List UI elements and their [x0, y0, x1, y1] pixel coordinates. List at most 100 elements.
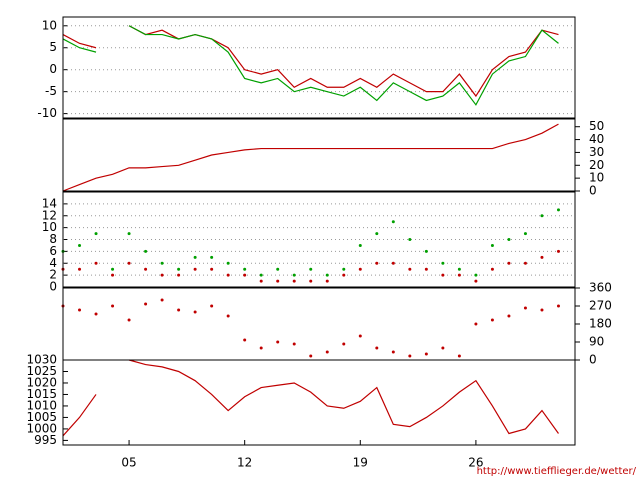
- data-point: [78, 267, 82, 271]
- y-tick-label: 180: [589, 317, 612, 331]
- data-point: [391, 350, 395, 354]
- data-point: [424, 352, 428, 356]
- series-line: [62, 25, 559, 98]
- data-point: [556, 249, 560, 253]
- data-point: [226, 314, 230, 318]
- data-point: [556, 208, 560, 212]
- data-point: [144, 249, 148, 253]
- y-tick-label: 5: [49, 40, 57, 54]
- data-point: [358, 267, 362, 271]
- data-point: [111, 273, 115, 277]
- data-point: [325, 273, 329, 277]
- data-point: [160, 298, 164, 302]
- y-tick-label: 0: [49, 62, 57, 76]
- data-point: [375, 232, 379, 236]
- y-tick-label: 270: [589, 299, 612, 313]
- data-point: [210, 267, 214, 271]
- data-point: [259, 273, 263, 277]
- data-point: [226, 261, 230, 265]
- y-tick-label: 8: [49, 232, 57, 246]
- series-line: [62, 25, 559, 106]
- x-tick-label: 19: [353, 456, 368, 470]
- data-point: [424, 249, 428, 253]
- y-tick-label: 10: [589, 171, 604, 185]
- data-point: [342, 342, 346, 346]
- data-point: [507, 314, 511, 318]
- data-point: [94, 312, 98, 316]
- data-point: [309, 279, 313, 283]
- data-point: [243, 338, 247, 342]
- data-point: [441, 273, 445, 277]
- data-point: [193, 267, 197, 271]
- data-point: [309, 354, 313, 358]
- data-point: [276, 279, 280, 283]
- data-point: [160, 273, 164, 277]
- data-point: [523, 232, 527, 236]
- data-point: [408, 354, 412, 358]
- data-point: [94, 261, 98, 265]
- data-point: [358, 243, 362, 247]
- data-point: [193, 255, 197, 259]
- y-tick-label: 4: [49, 256, 57, 270]
- y-tick-label: 360: [589, 281, 612, 295]
- data-point: [210, 255, 214, 259]
- y-tick-label: 995: [34, 433, 57, 447]
- data-point: [292, 279, 296, 283]
- data-point: [243, 273, 247, 277]
- y-tick-label: 12: [42, 208, 57, 222]
- panel-frame: [62, 118, 576, 192]
- data-point: [78, 243, 82, 247]
- y-tick-label: 10: [42, 18, 57, 32]
- y-tick-label: 30: [589, 145, 604, 159]
- data-point: [490, 318, 494, 322]
- data-point: [243, 267, 247, 271]
- data-point: [457, 273, 461, 277]
- data-point: [391, 261, 395, 265]
- y-tick-label: 1030: [26, 353, 57, 367]
- data-point: [523, 306, 527, 310]
- data-point: [177, 267, 181, 271]
- panel-frame: [62, 359, 576, 446]
- x-tick-label: 26: [468, 456, 483, 470]
- data-point: [342, 273, 346, 277]
- data-point: [325, 350, 329, 354]
- data-point: [193, 310, 197, 314]
- data-point: [342, 267, 346, 271]
- data-point: [276, 267, 280, 271]
- data-point: [111, 267, 115, 271]
- data-point: [276, 340, 280, 344]
- data-point: [474, 322, 478, 326]
- y-tick-label: 6: [49, 244, 57, 258]
- data-point: [474, 279, 478, 283]
- y-tick-label: 1005: [26, 410, 57, 424]
- data-point: [292, 342, 296, 346]
- data-point: [490, 267, 494, 271]
- y-tick-label: 40: [589, 132, 604, 146]
- data-point: [226, 273, 230, 277]
- y-tick-label: -5: [45, 84, 57, 98]
- data-point: [441, 346, 445, 350]
- data-point: [259, 279, 263, 283]
- data-point: [490, 243, 494, 247]
- data-point: [507, 261, 511, 265]
- data-point: [127, 261, 131, 265]
- data-point: [523, 261, 527, 265]
- y-tick-label: -10: [37, 106, 57, 120]
- data-point: [540, 308, 544, 312]
- y-tick-label: 1020: [26, 375, 57, 389]
- data-point: [540, 255, 544, 259]
- data-point: [441, 261, 445, 265]
- data-point: [177, 308, 181, 312]
- data-point: [325, 279, 329, 283]
- data-point: [408, 267, 412, 271]
- data-point: [358, 334, 362, 338]
- data-point: [391, 220, 395, 224]
- x-tick-label: 12: [237, 456, 252, 470]
- data-point: [375, 346, 379, 350]
- data-point: [144, 302, 148, 306]
- y-tick-label: 0: [589, 184, 597, 198]
- series-line: [62, 359, 559, 437]
- data-point: [78, 308, 82, 312]
- y-tick-label: 10: [42, 220, 57, 234]
- data-point: [292, 273, 296, 277]
